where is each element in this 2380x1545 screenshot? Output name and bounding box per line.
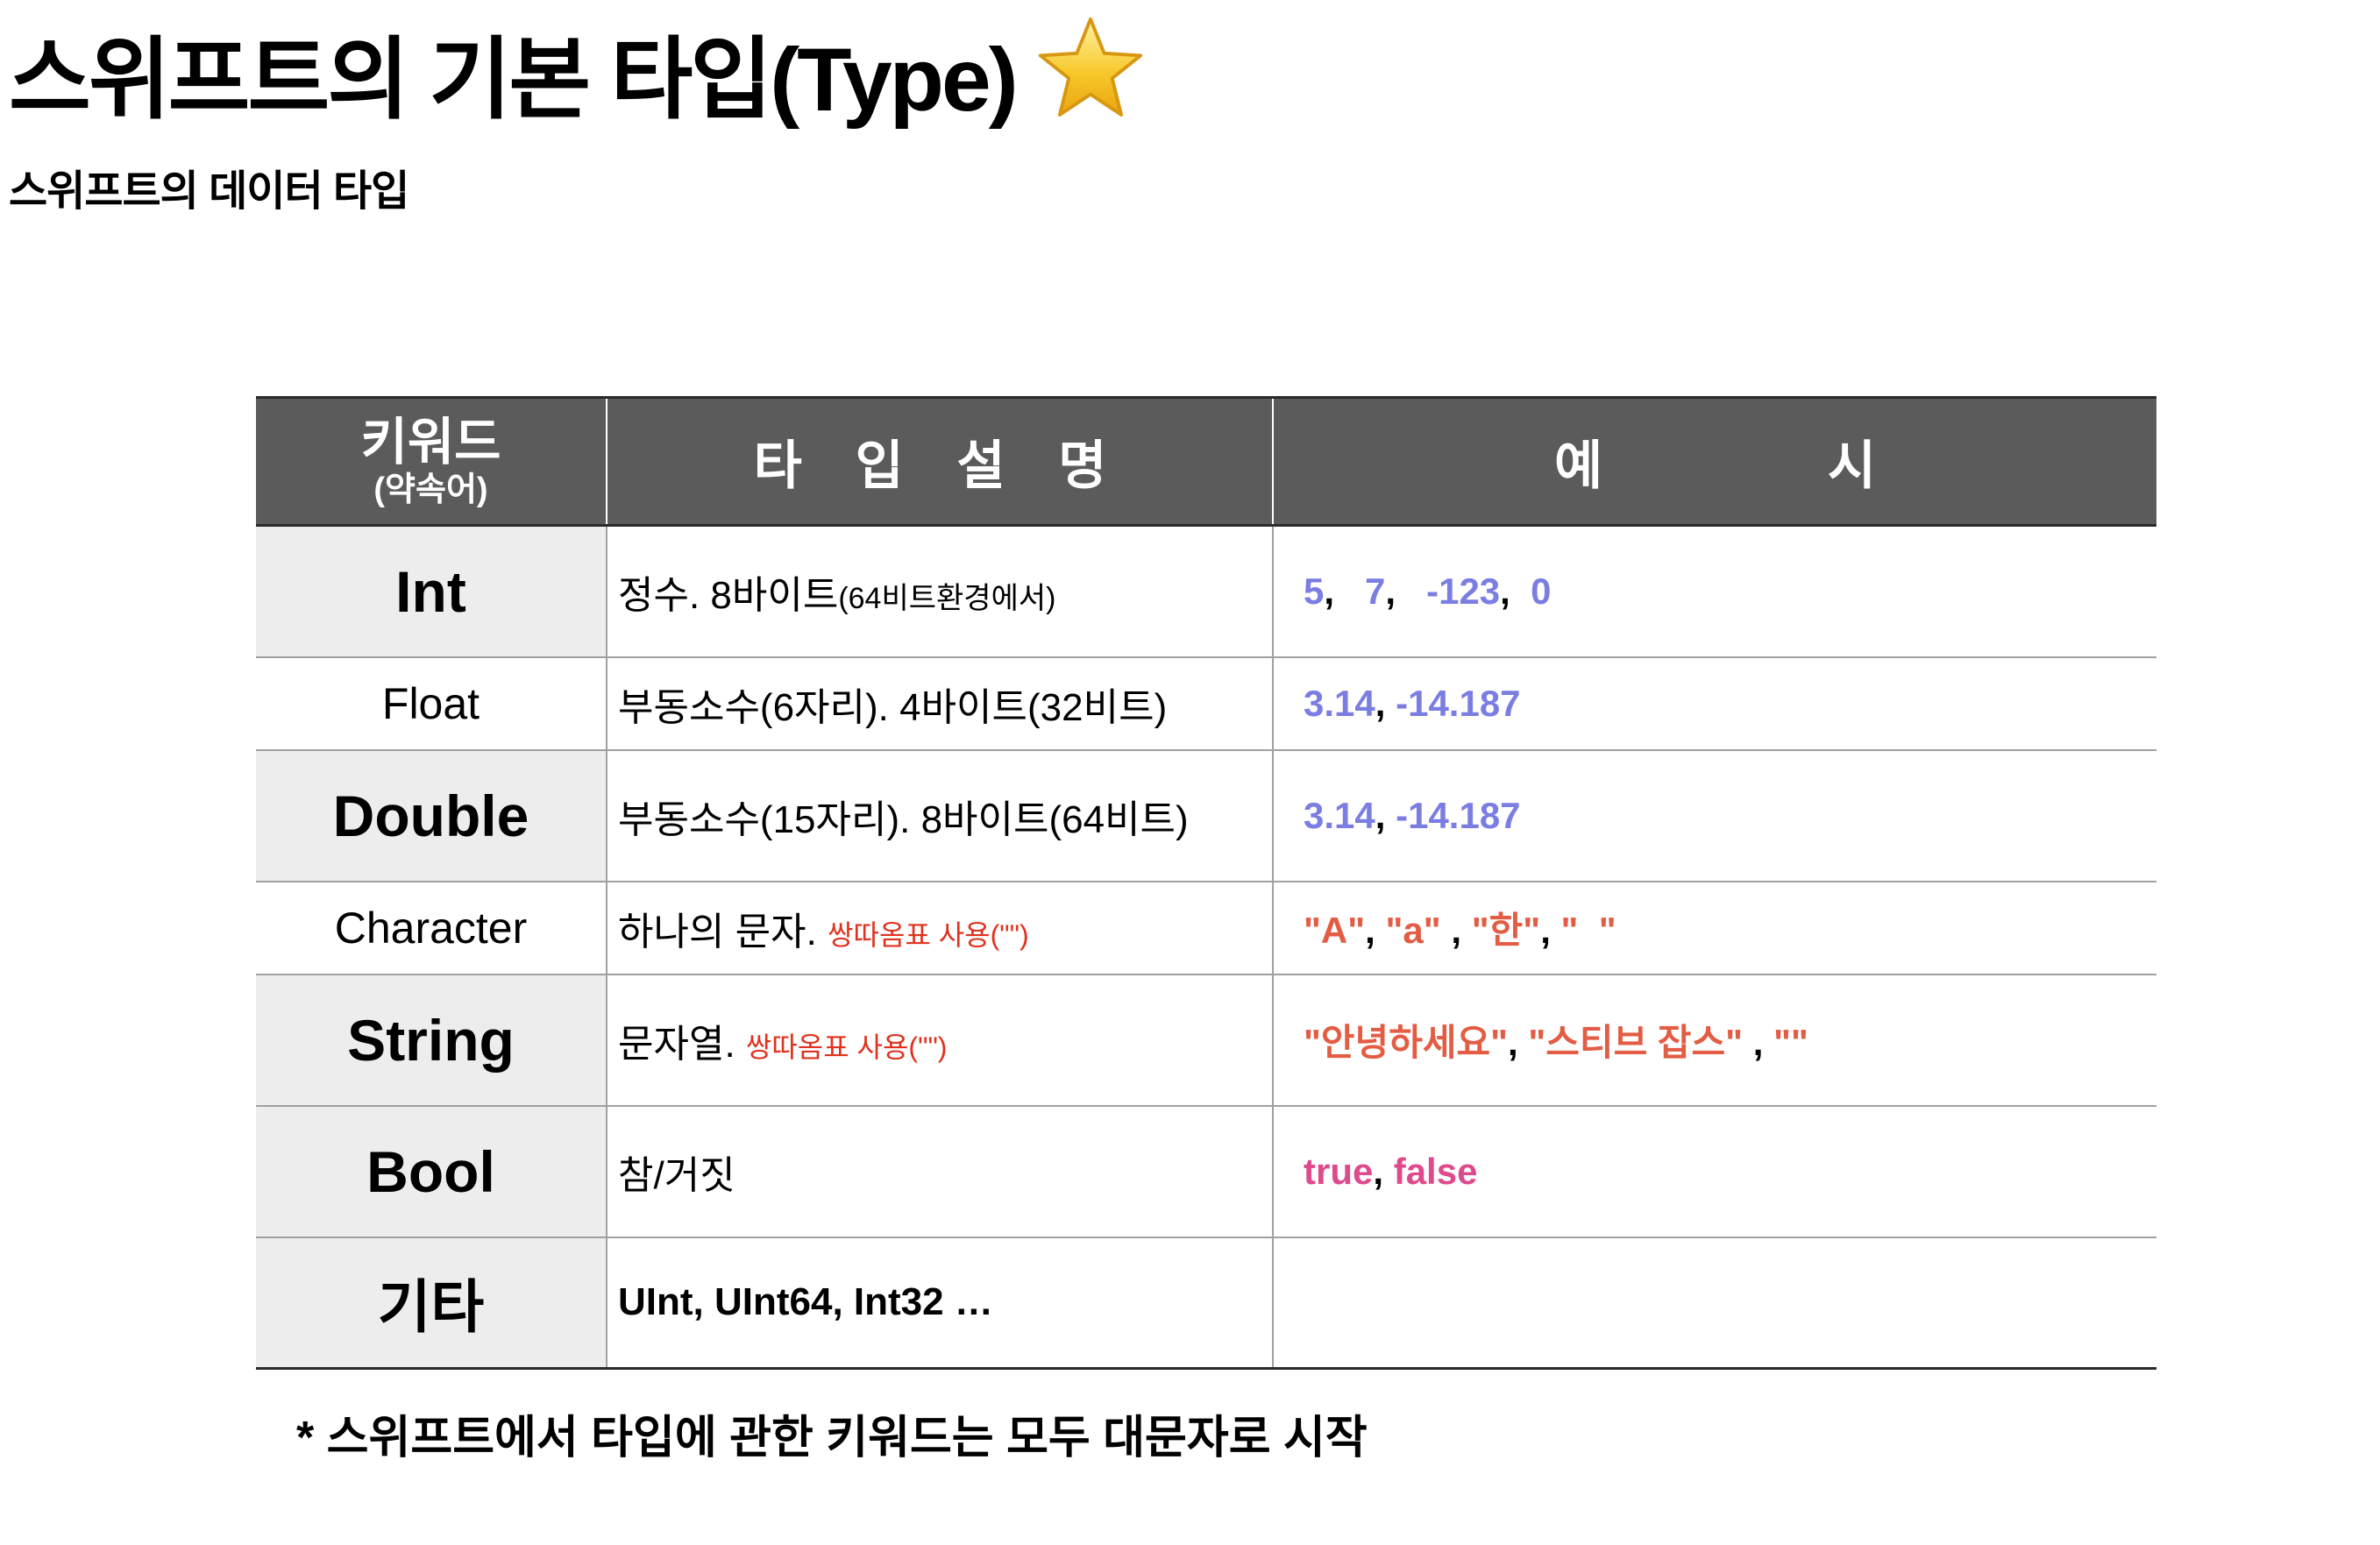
keyword-cell: Character bbox=[256, 881, 607, 975]
header-keyword: 키워드 (약속어) bbox=[256, 396, 607, 527]
example-cell: 3.14, -14.187 bbox=[1272, 656, 2156, 751]
description-cell: 부동소수(6자리). 4바이트(32비트) bbox=[606, 656, 1273, 751]
description-cell: 정수. 8바이트(64비트환경에서) bbox=[606, 525, 1273, 658]
example-value: "안녕하세요" bbox=[1304, 1022, 1509, 1063]
example-value: "한" bbox=[1471, 910, 1541, 951]
example-value: 0 bbox=[1531, 570, 1552, 612]
example-value: -14.187 bbox=[1396, 682, 1521, 724]
example-value: " " bbox=[1560, 910, 1616, 951]
keyword-cell: 기타 bbox=[256, 1237, 607, 1370]
example-cell: 3.14, -14.187 bbox=[1272, 749, 2156, 882]
table-row-character: Character 하나의 문자. 쌍따옴표 사용("") "A", "a" ,… bbox=[256, 881, 2156, 975]
example-cell: "A", "a" , "한", " " bbox=[1272, 881, 2156, 975]
page-title: 스위프트의 기본 타입(Type) bbox=[9, 12, 1147, 145]
table-row-double: Double 부동소수(15자리). 8바이트(64비트) 3.14, -14.… bbox=[256, 749, 2156, 882]
example-value: 3.14 bbox=[1304, 682, 1375, 724]
description-cell: 부동소수(15자리). 8바이트(64비트) bbox=[606, 749, 1273, 882]
table-header-row: 키워드 (약속어) 타 입 설 명 예 시 bbox=[256, 396, 2156, 527]
example-value: true bbox=[1304, 1150, 1374, 1192]
description-cell: 문자열. 쌍따옴표 사용("") bbox=[606, 974, 1273, 1107]
description-small: (64비트환경에서) bbox=[838, 581, 1056, 615]
description-cell: 하나의 문자. 쌍따옴표 사용("") bbox=[606, 881, 1273, 975]
table-row-int: Int 정수. 8바이트(64비트환경에서) 5, 7, -123, 0 bbox=[256, 525, 2156, 658]
table-row-string: String 문자열. 쌍따옴표 사용("") "안녕하세요", "스티브 잡스… bbox=[256, 974, 2156, 1107]
keyword-cell: String bbox=[256, 974, 607, 1107]
example-value: "스티브 잡스" bbox=[1528, 1022, 1744, 1063]
header-example: 예 시 bbox=[1272, 396, 2156, 527]
example-value: -14.187 bbox=[1396, 794, 1521, 836]
footer-note: * 스위프트에서 타입에 관한 키워드는 모두 대문자로 시작 bbox=[296, 1413, 1368, 1463]
table-row-bool: Bool 참/거짓 true, false bbox=[256, 1105, 2156, 1238]
description-cell: UInt, UInt64, Int32 … bbox=[606, 1237, 1273, 1370]
example-value: "" bbox=[1773, 1022, 1808, 1063]
example-value: 5 bbox=[1304, 570, 1325, 612]
page-title-text: 스위프트의 기본 타입(Type) bbox=[9, 30, 1019, 130]
type-table: 키워드 (약속어) 타 입 설 명 예 시 Int 정수. 8바이트(64비트환… bbox=[256, 396, 2156, 1370]
example-value: 7 bbox=[1365, 570, 1386, 612]
header-keyword-sublabel: (약속어) bbox=[373, 471, 488, 508]
table-row-etc: 기타 UInt, UInt64, Int32 … bbox=[256, 1237, 2156, 1370]
header-keyword-label: 키워드 bbox=[360, 413, 501, 471]
star-emoji-icon bbox=[1038, 17, 1142, 117]
page-subtitle: 스위프트의 데이터 타입 bbox=[9, 168, 409, 215]
description-text: 하나의 문자. bbox=[618, 910, 817, 953]
example-value: "A" bbox=[1304, 910, 1366, 951]
example-cell bbox=[1272, 1237, 2156, 1370]
example-value: 3.14 bbox=[1304, 794, 1375, 836]
keyword-cell: Int bbox=[256, 525, 607, 658]
quote-usage-note: 쌍따옴표 사용("") bbox=[745, 1031, 948, 1063]
example-cell: 5, 7, -123, 0 bbox=[1272, 525, 2156, 658]
description-text: 정수. 8바이트 bbox=[618, 573, 839, 617]
header-example-label: 예 시 bbox=[1553, 436, 1982, 495]
header-description-label: 타 입 설 명 bbox=[753, 436, 1126, 495]
example-cell: true, false bbox=[1272, 1105, 2156, 1238]
keyword-cell: Double bbox=[256, 749, 607, 882]
description-text: 문자열. bbox=[618, 1022, 735, 1066]
keyword-cell: Float bbox=[256, 656, 607, 751]
example-value: -123 bbox=[1426, 570, 1501, 612]
example-value: false bbox=[1393, 1150, 1478, 1192]
description-cell: 참/거짓 bbox=[606, 1105, 1273, 1238]
example-value: "a" bbox=[1385, 910, 1441, 951]
keyword-cell: Bool bbox=[256, 1105, 607, 1238]
header-description: 타 입 설 명 bbox=[606, 396, 1273, 527]
quote-usage-note: 쌍따옴표 사용("") bbox=[828, 918, 1029, 951]
table-row-float: Float 부동소수(6자리). 4바이트(32비트) 3.14, -14.18… bbox=[256, 656, 2156, 751]
example-cell: "안녕하세요", "스티브 잡스" , "" bbox=[1272, 974, 2156, 1107]
